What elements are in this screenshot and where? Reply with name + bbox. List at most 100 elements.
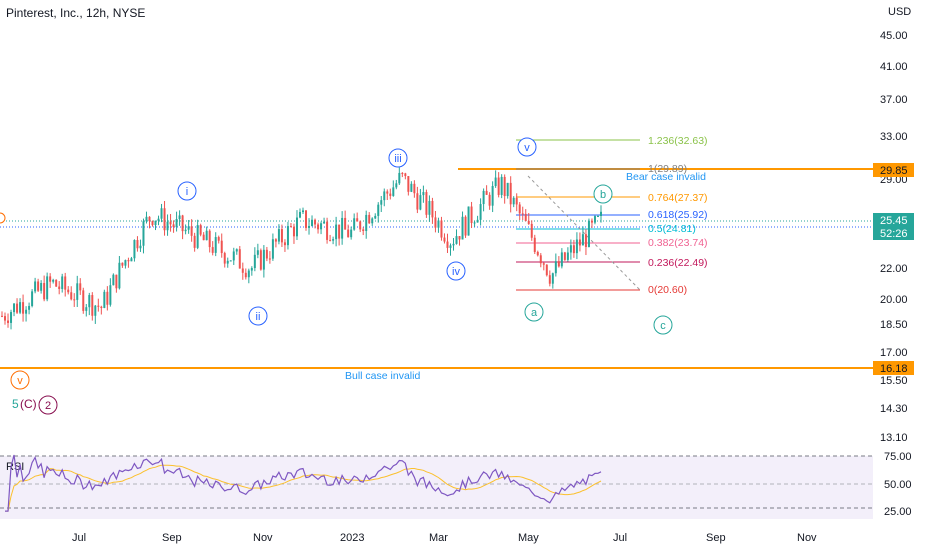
bear-level-value: 29.85 [880,165,908,177]
candle-body [109,285,112,305]
candle-body [55,279,58,287]
candle-body [112,274,115,286]
candle-body [280,229,283,243]
candle-body [371,218,374,224]
candle-body [392,187,395,196]
price-axis[interactable]: 45.00 41.00 37.00 33.00 29.00 22.00 20.0… [880,30,908,444]
candle-body [52,279,55,282]
wave-label-iv: iv [452,266,460,278]
candle-body [19,302,22,313]
candle-body [545,264,548,276]
candle-body [338,224,341,239]
wave-label-ii: ii [256,311,261,323]
price-tick: 18.50 [880,319,908,331]
chart-title: Pinterest, Inc., 12h, NYSE [6,6,145,20]
fib-trend-line [527,175,641,291]
price-tick: 33.00 [880,131,908,143]
candle-body [563,252,566,260]
fib-retracement[interactable]: 1.236(32.63) 1(29.89) 0.764(27.37) 0.618… [516,135,708,296]
candle-body [434,217,437,228]
candle-body [127,260,130,262]
candle-body [488,194,491,206]
wave-label-b: b [600,189,606,201]
candle-body [121,262,124,266]
candle-body [575,239,578,254]
candle-body [10,312,13,323]
candle-body [61,276,64,289]
candle-body [49,276,52,282]
candle-body [4,316,7,321]
candle-body [148,216,151,222]
rsi-tick: 75.00 [884,451,912,463]
candle-body [578,239,581,246]
candle-body [58,286,61,289]
candle-body [572,245,575,254]
fib-label: 0.5(24.81) [648,223,696,235]
candle-body [458,236,461,240]
candle-body [332,239,335,241]
candle-body [88,295,91,308]
bull-level-value: 16.18 [880,363,908,375]
candle-body [232,251,235,261]
candle-body [323,221,326,224]
candle-body [286,226,289,246]
candle-body [494,177,497,187]
candle-body [407,176,410,192]
candle-body [196,225,199,248]
candle-body [593,216,596,223]
price-tick: 17.00 [880,347,908,359]
candle-body [320,223,323,230]
candle-body [100,306,103,308]
candle-body [208,230,211,248]
candle-body [329,239,332,241]
candlestick-series[interactable] [1,167,602,330]
candle-body [356,218,359,222]
candle-body [383,191,386,201]
candle-body [268,258,271,260]
candle-body [43,283,46,300]
candle-body [178,215,181,220]
candle-body [398,172,401,184]
candle-body [193,235,196,248]
candle-body [368,214,371,224]
price-tick: 15.50 [880,375,908,387]
wave-label-v: v [524,142,530,154]
candle-body [485,190,488,195]
candle-body [247,270,250,278]
wave-label-2: 2 [45,400,51,412]
candle-body [314,219,317,225]
candle-body [380,200,383,205]
edge-marker [0,212,6,224]
candle-body [220,240,223,254]
price-tick: 14.30 [880,403,908,415]
candle-body [305,210,308,228]
candle-body [130,258,133,262]
candle-body [455,236,458,244]
candle-body [422,192,425,196]
candle-body [539,255,542,264]
candle-body [226,260,229,264]
fib-label: 0.764(27.37) [648,192,708,204]
candle-body [181,215,184,232]
candle-body [386,191,389,194]
time-tick: May [518,532,539,544]
candle-body [46,276,49,300]
candle-body [473,222,476,224]
candle-body [389,193,392,196]
candle-body [584,234,587,247]
candle-body [467,206,470,236]
fib-label: 1.236(32.63) [648,135,708,147]
time-axis[interactable]: Jul Sep Nov 2023 Mar May Jul Sep Nov [72,532,817,544]
candle-body [419,195,422,210]
candle-body [536,251,539,256]
time-tick: Jul [613,532,627,544]
candle-body [479,204,482,220]
candle-body [491,186,494,206]
candle-body [590,220,593,223]
candle-body [145,216,148,222]
candle-body [335,224,338,240]
candle-body [353,218,356,230]
candle-body [259,250,262,270]
bull-level-badge [873,361,914,375]
